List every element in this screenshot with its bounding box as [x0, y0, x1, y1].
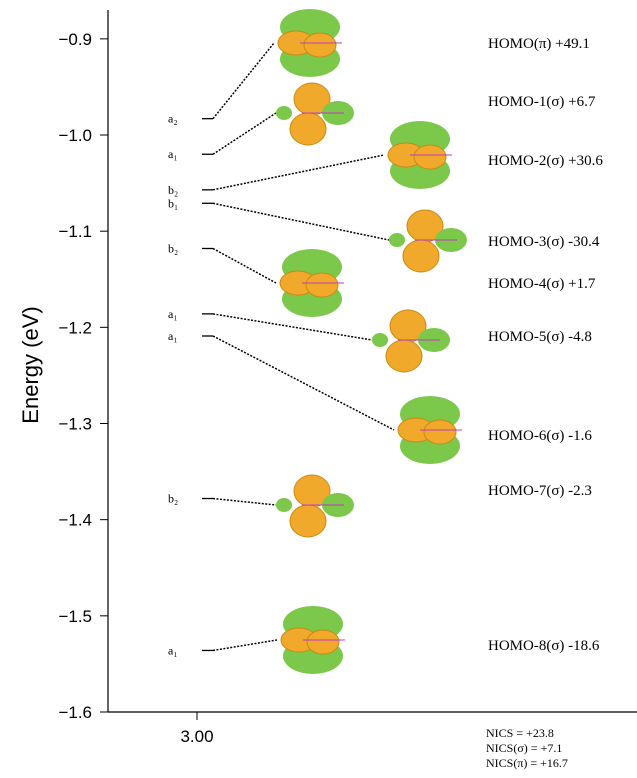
chart: Energy (eV) −0.9 −1.0 −1.1 −1.2 −1.3 −1.4 −1.5… — [0, 0, 637, 778]
orbital-lobe — [304, 33, 336, 57]
y-tick-label: −1.0 — [58, 126, 92, 145]
orbital-label: HOMO-8(σ) -18.6 — [488, 638, 600, 654]
orbital-label: HOMO-1(σ) +6.7 — [488, 94, 596, 110]
symmetry-label: a₁ — [168, 307, 178, 321]
connector — [213, 248, 276, 283]
symmetry-label: b₂ — [168, 241, 178, 255]
connector — [213, 155, 384, 190]
nics-label: NICS = +23.8 — [486, 726, 554, 740]
connector — [213, 499, 276, 505]
y-tick-label: −1.3 — [58, 415, 92, 434]
orbital-lobe — [276, 498, 292, 512]
symmetry-label: b₂ — [168, 492, 178, 506]
y-tick-label: −1.1 — [58, 222, 92, 241]
connector — [213, 113, 276, 154]
symmetry-label: a₂ — [168, 112, 178, 126]
y-tick-label: −1.6 — [58, 703, 92, 722]
y-tick-label: −0.9 — [58, 30, 92, 49]
connector — [213, 314, 372, 340]
connector — [213, 43, 274, 119]
orbital-lobe — [372, 333, 388, 347]
orbital-lobe — [306, 273, 338, 297]
connector — [213, 336, 394, 430]
orbital-lobe — [389, 233, 405, 247]
symmetry-label: a₁ — [168, 643, 178, 657]
orbital-lobe — [386, 340, 422, 372]
connector — [213, 640, 277, 650]
nics-label: NICS(σ) = +7.1 — [486, 741, 562, 755]
y-tick-label: −1.5 — [58, 607, 92, 626]
orbital-lobe — [276, 106, 292, 120]
y-tick-label: −1.4 — [58, 511, 92, 530]
orbital-lobe — [414, 145, 446, 169]
connector — [213, 203, 389, 240]
orbital-lobe — [424, 420, 456, 444]
orbital-label: HOMO(π) +49.1 — [488, 36, 590, 52]
orbital-label: HOMO-3(σ) -30.4 — [488, 234, 600, 250]
orbital-lobe — [290, 505, 326, 537]
x-tick-label: 3.00 — [180, 727, 213, 746]
y-tick-label: −1.2 — [58, 318, 92, 337]
orbital-label: HOMO-2(σ) +30.6 — [488, 153, 603, 169]
orbital-label: HOMO-5(σ) -4.8 — [488, 329, 592, 345]
nics-label: NICS(π) = +16.7 — [486, 756, 568, 770]
symmetry-label: b₁ — [168, 196, 178, 210]
y-axis-label: Energy (eV) — [18, 306, 43, 423]
symmetry-label: a₁ — [168, 147, 178, 161]
orbital-lobe — [307, 630, 339, 654]
orbital-label: HOMO-6(σ) -1.6 — [488, 428, 592, 444]
orbital-lobe — [403, 240, 439, 272]
orbital-label: HOMO-4(σ) +1.7 — [488, 276, 596, 292]
orbital-label: HOMO-7(σ) -2.3 — [488, 483, 592, 499]
symmetry-label: a₁ — [168, 329, 178, 343]
orbital-lobe — [290, 113, 326, 145]
symmetry-label: b₂ — [168, 183, 178, 197]
